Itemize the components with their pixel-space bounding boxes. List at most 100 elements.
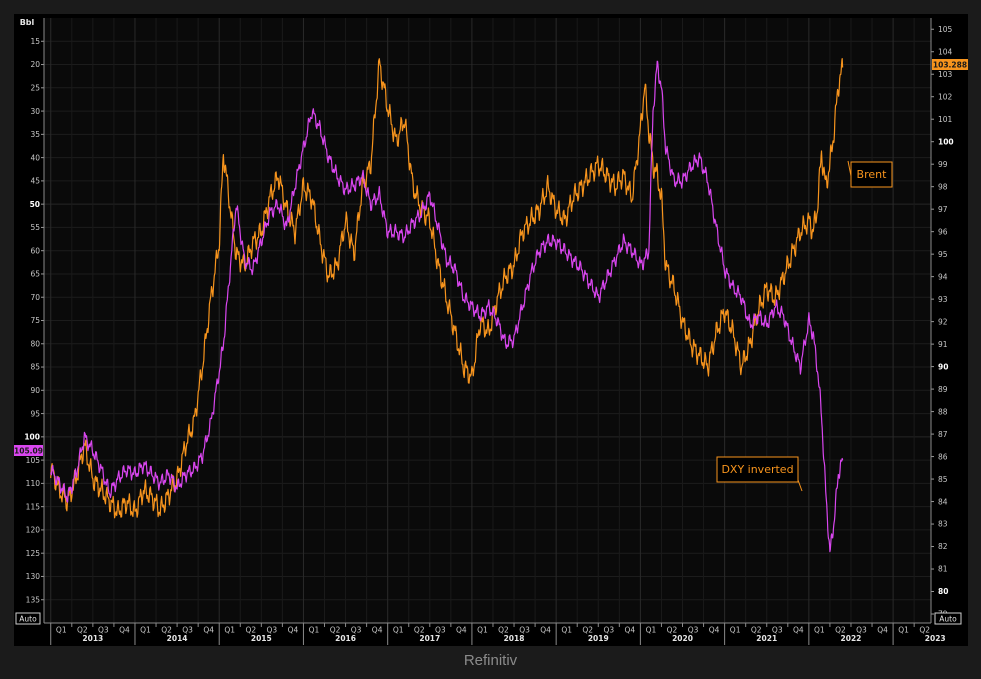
brent-callout-label: Brent (857, 168, 888, 181)
right-tick-label: 93 (938, 295, 948, 304)
quarter-label: Q2 (161, 626, 172, 635)
quarter-label: Q1 (898, 626, 909, 635)
quarter-label: Q3 (856, 626, 867, 635)
auto-right-button[interactable]: Auto (934, 612, 962, 625)
quarter-label: Q3 (351, 626, 362, 635)
quarter-label: Q1 (309, 626, 320, 635)
right-tick-label: 97 (938, 205, 948, 214)
right-tick-label: 104 (938, 47, 953, 56)
left-tick-label: 35 (30, 130, 40, 139)
quarter-label: Q3 (688, 626, 699, 635)
quarter-label: Q1 (224, 626, 235, 635)
x-axis: Q1 Q2 Q3 Q4 Q1 Q2 Q3 Q4 Q1 Q2 Q3 Q4 Q1 Q2 Q3 Q4 Q1 Q2 Q3 Q4… (44, 622, 946, 645)
left-tick-label: 120 (26, 526, 41, 535)
year-label: 2021 (756, 634, 777, 643)
right-tick-label: 105 (938, 25, 953, 34)
quarter-label: Q3 (435, 626, 446, 635)
left-tick-label: 60 (30, 246, 40, 255)
right-tick-label: 90 (938, 362, 948, 371)
left-tick-label: 50 (30, 200, 40, 209)
quarter-label: Q2 (330, 626, 341, 635)
right-tick-label: 95 (938, 250, 948, 259)
right-tick-label: 86 (938, 452, 948, 461)
quarter-label: Q2 (414, 626, 425, 635)
quarter-label: Q3 (603, 626, 614, 635)
auto-right-label: Auto (939, 615, 957, 624)
right-tick-label: 92 (938, 317, 948, 326)
right-tick-label: 99 (938, 160, 948, 169)
right-tick-label: 94 (938, 272, 948, 281)
year-label: 2020 (672, 634, 693, 643)
quarter-label: Q4 (203, 626, 214, 635)
dxy-inverted-line[interactable] (50, 60, 844, 553)
left-axis: 15 20 25 30 35 40 45 50 55 60 65 70 75 80 85 90 95 100 105… (24, 18, 45, 623)
quarter-label: Q2 (77, 626, 88, 635)
quarter-label: Q1 (56, 626, 67, 635)
left-tick-label: 95 (30, 409, 40, 418)
left-tick-label: 105 (26, 456, 41, 465)
quarter-label: Q4 (625, 626, 636, 635)
left-tick-label: 45 (30, 177, 40, 186)
auto-left-label: Auto (19, 615, 37, 624)
year-label: 2015 (251, 634, 272, 643)
quarter-label: Q4 (288, 626, 299, 635)
last-value-right: 103.288 (933, 61, 967, 70)
quarter-label: Q2 (245, 626, 256, 635)
quarter-label: Q1 (140, 626, 151, 635)
right-tick-label: 88 (938, 407, 948, 416)
left-tick-label: 55 (30, 223, 40, 232)
quarter-label: Q3 (98, 626, 109, 635)
brent-line[interactable] (50, 58, 844, 519)
last-value-right-badge: 103.288 (932, 59, 968, 70)
left-tick-label: 100 (24, 433, 40, 442)
year-label: 2014 (167, 634, 188, 643)
left-tick-label: 130 (26, 572, 41, 581)
quarter-label: Q4 (709, 626, 720, 635)
right-tick-label: 81 (938, 565, 948, 574)
brent-callout: Brent (847, 160, 893, 188)
year-label: 2019 (588, 634, 609, 643)
right-tick-label: 87 (938, 430, 948, 439)
right-tick-label: 83 (938, 520, 948, 529)
series-layer (50, 58, 844, 553)
quarter-label: Q1 (393, 626, 404, 635)
auto-left-button[interactable]: Auto (15, 612, 41, 625)
quarter-label: Q2 (582, 626, 593, 635)
left-tick-label: 115 (26, 502, 41, 511)
left-tick-label: 85 (30, 363, 40, 372)
quarter-label: Q2 (835, 626, 846, 635)
source-footer: Refinitiv (463, 652, 518, 669)
left-tick-label: 110 (26, 479, 41, 488)
last-value-left: 105.09 (14, 447, 43, 456)
quarter-label: Q2 (498, 626, 509, 635)
quarter-label: Q3 (519, 626, 530, 635)
quarter-label: Q1 (477, 626, 488, 635)
year-label: 2018 (504, 634, 525, 643)
left-tick-label: 40 (30, 153, 40, 162)
year-label: 2017 (419, 634, 440, 643)
year-label: 2022 (841, 634, 862, 643)
quarter-label: Q2 (751, 626, 762, 635)
quarter-label: Q3 (772, 626, 783, 635)
quarter-label: Q1 (561, 626, 572, 635)
left-tick-label: 25 (30, 84, 40, 93)
left-tick-label: 135 (26, 595, 41, 604)
right-axis: 7980818283848586878889909192939495969798… (930, 18, 954, 623)
right-tick-label: 101 (938, 115, 953, 124)
right-tick-label: 100 (938, 137, 954, 146)
quarter-label: Q3 (267, 626, 278, 635)
right-tick-label: 80 (938, 587, 948, 596)
quarter-label: Q4 (540, 626, 551, 635)
quarter-label: Q4 (456, 626, 467, 635)
last-value-left-badge: 105.09 (14, 445, 43, 456)
left-tick-label: 15 (30, 37, 40, 46)
dxy-callout: DXY inverted (716, 456, 803, 492)
left-tick-label: 65 (30, 270, 40, 279)
quarter-label: Q1 (814, 626, 825, 635)
quarter-label: Q4 (793, 626, 804, 635)
quarter-label: Q2 (667, 626, 678, 635)
right-tick-label: 82 (938, 542, 948, 551)
left-tick-label: 75 (30, 316, 40, 325)
right-tick-label: 103 (938, 70, 953, 79)
chart-svg[interactable]: 15 20 25 30 35 40 45 50 55 60 65 70 75 80 85 90 95 100 105… (14, 14, 968, 646)
